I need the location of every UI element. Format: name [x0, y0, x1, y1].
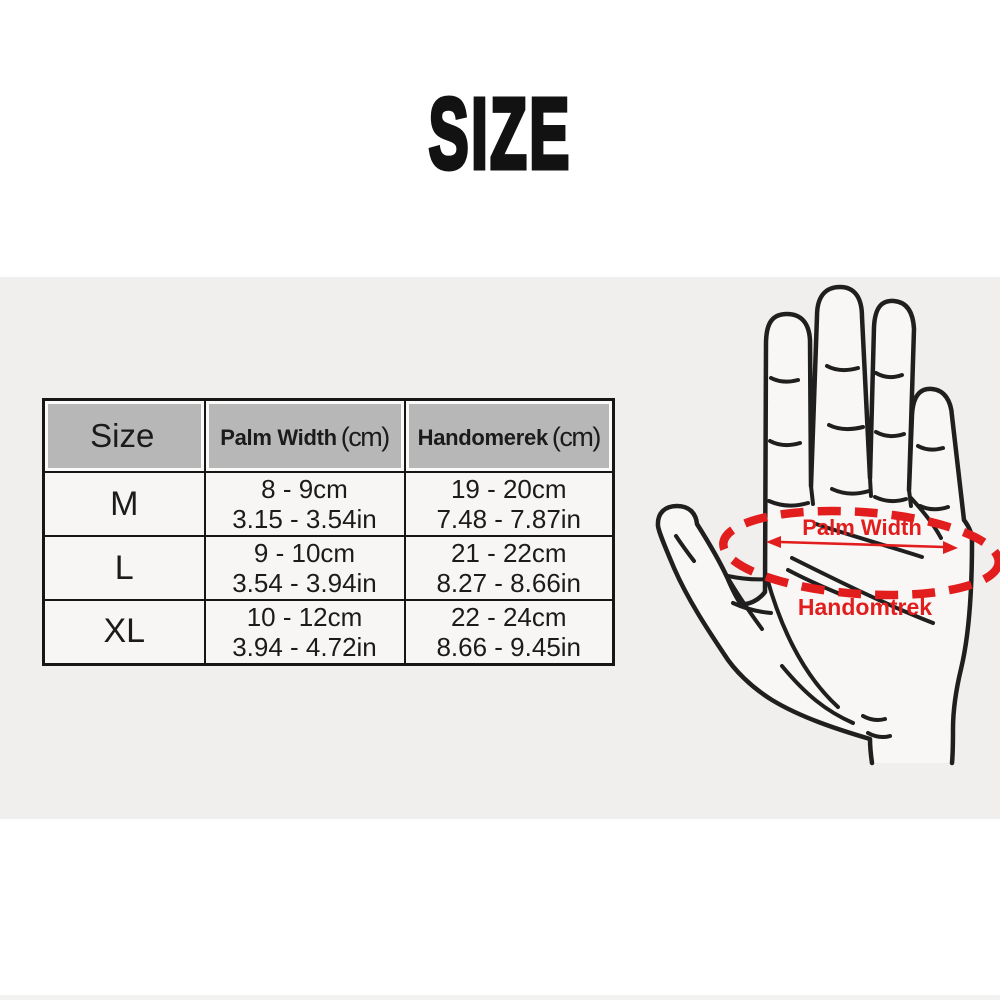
value-cm: 19 - 20cm — [450, 474, 567, 504]
hand-outline — [655, 284, 975, 766]
value-in: 3.94 - 4.72in — [232, 631, 377, 662]
table-row-l: L 9 - 10cm 3.54 - 3.94in 21 - 22cm 8.27 … — [42, 535, 615, 601]
table-header-row: Size Palm Width (cm) Handomerek (cm) — [42, 398, 615, 473]
value-cm: 21 - 22cm — [450, 538, 567, 568]
page-title: SIZE — [0, 78, 1000, 216]
finger-creases — [767, 364, 950, 512]
palm-width-cell: 8 - 9cm 3.15 - 3.54in — [203, 471, 406, 537]
bottom-edge-shadow — [0, 995, 1000, 1000]
header-label: Palm Width — [220, 424, 337, 450]
handomtrek-label: Handomtrek — [798, 594, 932, 620]
value-cm: 8 - 9cm — [261, 474, 348, 504]
value-in: 8.66 - 9.45in — [436, 631, 582, 662]
size-cell: M — [42, 471, 206, 537]
header-unit: (cm) — [551, 421, 601, 452]
header-label: Size — [90, 417, 155, 454]
header-cell-palm-width: Palm Width (cm) — [203, 398, 406, 473]
header-cell-size: Size — [42, 398, 206, 473]
header-unit: (cm) — [340, 421, 390, 452]
handomerek-cell: 22 - 24cm 8.66 - 9.45in — [403, 599, 615, 665]
value-cm: 10 - 12cm — [246, 601, 363, 632]
value-in: 7.48 - 7.87in — [436, 504, 582, 534]
value-in: 3.15 - 3.54in — [232, 504, 377, 534]
header-label: Handomerek — [417, 424, 549, 450]
table-row-xl: XL 10 - 12cm 3.94 - 4.72in 22 - 24cm 8.6… — [42, 599, 615, 665]
size-chart-table: Size Palm Width (cm) Handomerek (cm) M 8 -… — [42, 398, 615, 666]
value-cm: 9 - 10cm — [253, 538, 356, 568]
palm-width-label: Palm Width — [802, 515, 922, 540]
palm-width-ellipse — [719, 506, 1000, 600]
palm-width-cell: 10 - 12cm 3.94 - 4.72in — [203, 599, 406, 665]
header-cell-handomerek: Handomerek (cm) — [403, 398, 615, 473]
palm-width-cell: 9 - 10cm 3.54 - 3.94in — [203, 535, 406, 601]
value-in: 8.27 - 8.66in — [436, 568, 582, 598]
value-in: 3.54 - 3.94in — [232, 568, 377, 598]
value-cm: 22 - 24cm — [450, 601, 567, 632]
size-cell: L — [42, 535, 206, 601]
handomerek-cell: 21 - 22cm 8.27 - 8.66in — [403, 535, 615, 601]
size-cell: XL — [42, 599, 206, 665]
hand-measurement-diagram: Palm Width Handomtrek — [655, 284, 1000, 766]
palm-creases — [674, 496, 943, 739]
table-row-m: M 8 - 9cm 3.15 - 3.54in 19 - 20cm 7.48 -… — [42, 471, 615, 537]
palm-width-arrow — [766, 536, 958, 554]
page-title-text: SIZE — [427, 78, 572, 190]
handomerek-cell: 19 - 20cm 7.48 - 7.87in — [403, 471, 615, 537]
